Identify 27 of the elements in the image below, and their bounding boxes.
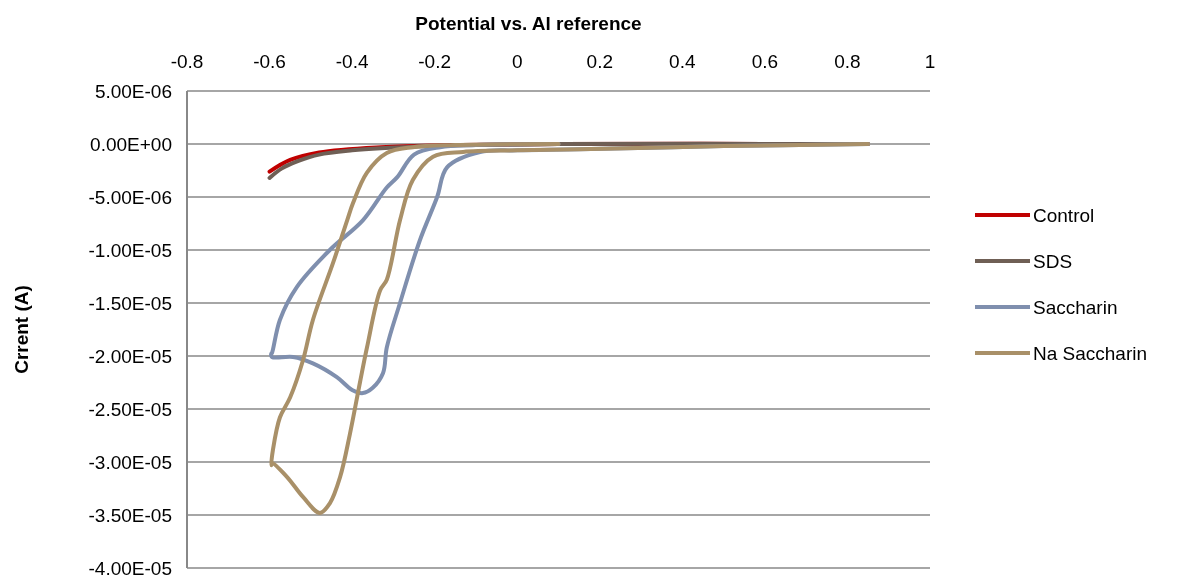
x-tick-label: 0.2 — [586, 51, 613, 72]
legend-label: Saccharin — [1033, 296, 1118, 318]
legend-label: Control — [1033, 204, 1095, 226]
line-series — [269, 142, 871, 515]
y-tick-label: -3.50E-05 — [88, 504, 172, 526]
y-tick-label: -5.00E-06 — [88, 186, 172, 208]
x-tick-label: -0.8 — [170, 51, 204, 72]
y-tick-label: 5.00E-06 — [94, 80, 172, 102]
x-tick-label: 0 — [511, 51, 523, 72]
y-tick-label: -2.50E-05 — [88, 398, 172, 420]
legend-label: SDS — [1033, 250, 1073, 272]
x-tick-label: 0.4 — [669, 51, 696, 72]
y-tick-label: -1.00E-05 — [88, 239, 172, 261]
x-tick-label: 0.6 — [751, 51, 779, 72]
x-axis-title: Potential vs. Al reference — [415, 13, 642, 34]
legend-label: Na Saccharin — [1033, 342, 1148, 364]
y-axis-title: Crrent (A) — [11, 285, 32, 374]
x-tick-label: 0.8 — [834, 51, 861, 72]
x-tick-label: -0.2 — [418, 51, 452, 72]
y-tick-label: -1.50E-05 — [88, 292, 172, 314]
y-tick-label: -4.00E-05 — [88, 557, 172, 577]
x-tick-label: -0.6 — [253, 51, 286, 72]
y-tick-label: 0.00E+00 — [90, 133, 172, 155]
y-tick-label: -3.00E-05 — [88, 451, 172, 473]
y-tick-label: -2.00E-05 — [88, 345, 172, 367]
x-tick-label: -0.4 — [335, 51, 369, 72]
x-tick-label: 1 — [924, 51, 936, 72]
